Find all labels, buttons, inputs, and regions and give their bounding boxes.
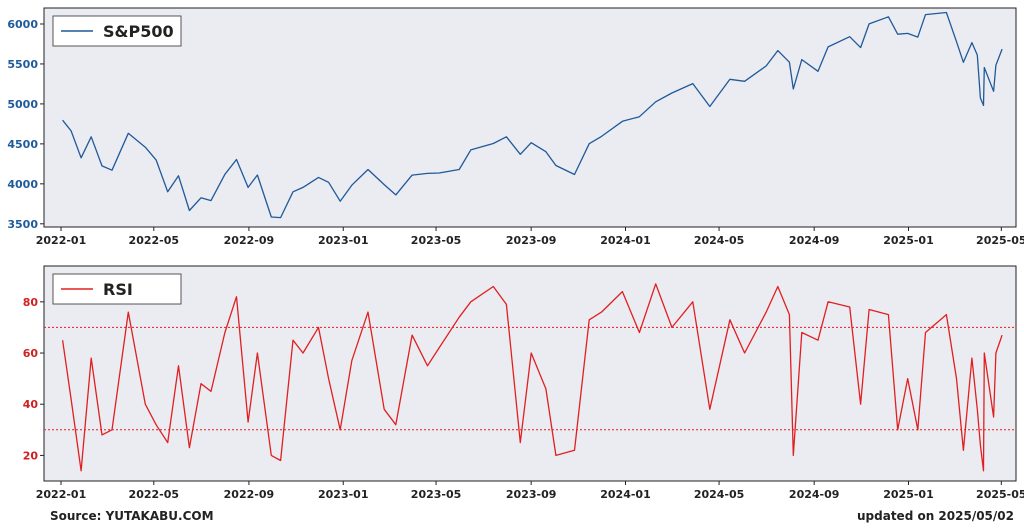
xtick-label: 2023-01 (318, 234, 369, 247)
sp500-legend (52, 15, 182, 47)
updated-date: updated on 2025/05/02 (857, 509, 1014, 523)
xtick-label: 2023-09 (506, 488, 557, 501)
rsi-panel: 20 40 60 80 2022-01 2022-05 2022-09 2023-01 2023… (23, 265, 1024, 501)
xtick-label: 2024-01 (600, 234, 651, 247)
xtick-label: 2023-01 (318, 488, 369, 501)
sp500-legend-label: S&P500 (103, 22, 174, 41)
xtick-label: 2023-05 (411, 234, 462, 247)
ytick-label: 4500 (7, 138, 38, 151)
xtick-label: 2024-01 (600, 488, 651, 501)
xtick-label: 2022-01 (36, 488, 87, 501)
ytick-label: 6000 (7, 18, 38, 31)
ytick-label: 3500 (7, 218, 38, 231)
xtick-label: 2025-05 (976, 234, 1024, 247)
ytick-label: 40 (23, 398, 39, 411)
xtick-label: 2023-05 (411, 488, 462, 501)
ytick-label: 5500 (7, 58, 38, 71)
xtick-label: 2022-01 (36, 234, 87, 247)
xtick-label: 2022-05 (129, 488, 180, 501)
sp500-series-line (62, 11, 1003, 219)
xtick-label: 2022-09 (224, 488, 275, 501)
sp500-panel: 3500 4000 4500 5000 5500 6000 2022-01 2022-05 20… (7, 7, 1024, 247)
rsi-legend-label: RSI (103, 280, 133, 299)
ytick-label: 4000 (7, 178, 38, 191)
xtick-label: 2023-09 (506, 234, 557, 247)
source-credit: Source: YUTAKABU.COM (50, 509, 214, 523)
rsi-series-line (61, 283, 1003, 472)
xtick-label: 2024-05 (694, 234, 745, 247)
xtick-label: 2025-05 (976, 488, 1024, 501)
xtick-label: 2022-09 (224, 234, 275, 247)
xtick-label: 2025-01 (883, 234, 934, 247)
xtick-label: 2024-05 (694, 488, 745, 501)
xtick-label: 2022-05 (129, 234, 180, 247)
ytick-label: 5000 (7, 98, 38, 111)
ytick-label: 80 (23, 296, 39, 309)
xtick-label: 2024-09 (789, 488, 840, 501)
ytick-label: 60 (23, 347, 39, 360)
rsi-plot-area (43, 265, 1017, 482)
xtick-label: 2025-01 (883, 488, 934, 501)
ytick-label: 20 (23, 449, 39, 462)
sp500-plot-area (43, 7, 1017, 228)
xtick-label: 2024-09 (789, 234, 840, 247)
